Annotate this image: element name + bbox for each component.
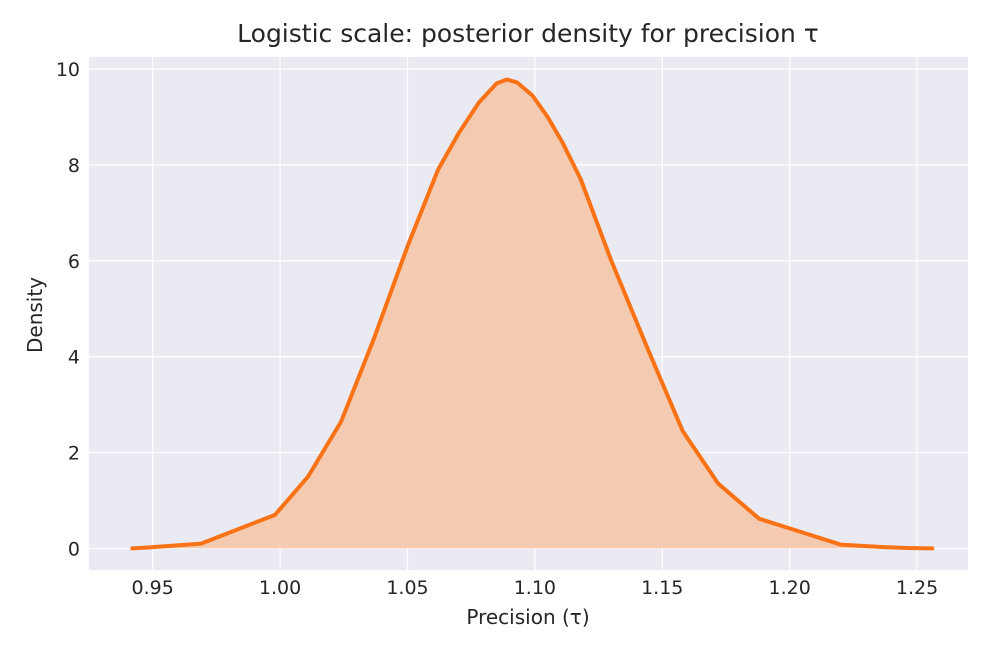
x-axis-label: Precision (τ) — [466, 605, 589, 629]
x-axis-ticks: 0.95 1.00 1.05 1.10 1.15 1.20 1.25 — [132, 577, 939, 599]
y-tick-label: 2 — [68, 443, 80, 465]
y-tick-label: 10 — [56, 59, 80, 81]
x-tick-label: 1.25 — [896, 577, 938, 599]
chart-title: Logistic scale: posterior density for pr… — [237, 19, 819, 48]
x-tick-label: 1.00 — [259, 577, 301, 599]
x-tick-label: 1.10 — [514, 577, 556, 599]
y-tick-label: 6 — [68, 251, 80, 273]
y-axis-ticks: 0 2 4 6 8 10 — [56, 59, 80, 560]
x-tick-label: 1.05 — [386, 577, 428, 599]
density-curve — [130, 77, 935, 551]
density-area — [132, 79, 933, 549]
y-tick-label: 4 — [68, 347, 80, 369]
x-tick-label: 1.20 — [768, 577, 810, 599]
x-tick-label: 1.15 — [641, 577, 683, 599]
y-axis-label: Density — [23, 277, 47, 353]
y-tick-label: 0 — [68, 538, 80, 560]
y-tick-label: 8 — [68, 155, 80, 177]
x-tick-label: 0.95 — [132, 577, 174, 599]
